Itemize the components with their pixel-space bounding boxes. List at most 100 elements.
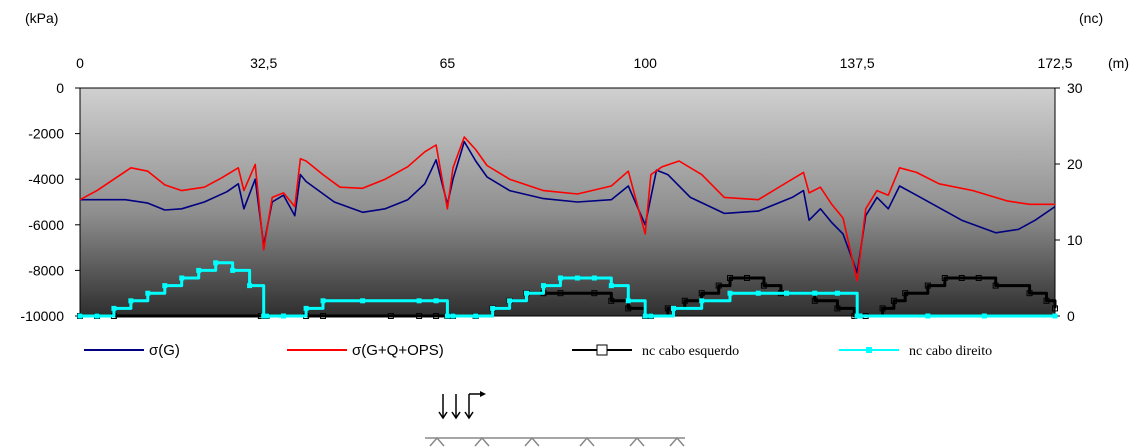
series-point [727,290,733,296]
legend: σ(G) σ(G+Q+OPS) nc cabo esquerdo nc cabo di… [84,342,992,359]
load-diagram-icon [425,391,685,447]
series-point [784,290,790,296]
series-point [902,290,909,297]
series-point [834,290,840,296]
legend-label: σ(G) [149,342,180,359]
series-point [1052,313,1058,319]
y-tick-label: -8000 [28,262,64,278]
series-line [80,261,1055,318]
y2-tick-label: 20 [1067,156,1083,172]
top-axis-unit: (m) [1108,55,1129,71]
series-point [834,305,841,312]
series-point [608,283,614,289]
y-tick-label: -4000 [28,171,64,187]
series-point [699,298,705,304]
series-point [303,305,309,311]
right-axis-unit: (nc) [1079,10,1103,26]
series-point [507,298,513,304]
series-point [416,313,423,319]
series-point [1052,305,1058,312]
series-point [280,313,286,319]
series-point [433,313,440,319]
series-point [360,298,366,304]
series-point [450,313,456,319]
series-point [591,275,597,281]
left-axis-unit: (kPa) [25,10,58,26]
series-point [992,282,999,289]
series-point [416,298,422,304]
series-point [811,297,818,304]
series-point [524,290,530,296]
x-tick-label: 65 [440,55,456,71]
series-point [681,297,688,304]
series-point [557,290,564,297]
y-tick-label: 0 [56,80,64,96]
series-point [261,313,267,319]
series-point [473,313,479,319]
series-point [230,267,236,273]
series-point [591,290,598,297]
series-point [625,305,632,312]
plot-area [79,87,1056,317]
series-point [879,305,886,312]
series-point [196,267,202,273]
series-point [264,313,270,319]
series-point [727,275,733,281]
series-point [925,313,931,319]
series-point [179,275,185,281]
series-point [247,283,253,289]
series-point [1026,290,1033,297]
series-point [320,313,327,319]
series-point [958,275,965,281]
series-point [857,313,863,319]
y2-axis-ticks: 30 20 10 0 [1055,80,1083,324]
series-point [490,305,496,311]
series-point [670,305,676,311]
series-point [213,260,219,266]
series-point [557,275,563,281]
series-point [715,282,722,289]
series-point [128,298,134,304]
series-point [664,305,671,312]
series-point [574,275,580,281]
series-point [755,290,761,296]
series-point [387,313,394,319]
series-point [625,298,631,304]
x-tick-label: 137,5 [840,55,875,71]
series-point [94,313,100,319]
y-axis-ticks: 0 -2000 -4000 -6000 -8000 -10000 [20,80,80,324]
series-point [540,283,546,289]
series-point [743,275,750,281]
series-point [320,298,326,304]
legend-label: nc cabo esquerdo [642,344,739,359]
series-point [981,313,987,319]
series-point [924,282,931,289]
series-point [111,305,117,311]
series-point [1043,297,1050,304]
x-tick-label: 100 [634,55,658,71]
legend-marker [866,347,872,353]
series-point [608,297,615,304]
series-point [854,313,860,319]
series-point [77,313,83,319]
series-point [145,290,151,296]
x-tick-label: 32,5 [250,55,277,71]
legend-label: σ(G+Q+OPS) [352,342,444,359]
series-point [890,297,897,304]
y-tick-label: -10000 [20,308,64,324]
series-point [162,283,168,289]
series-point [941,275,948,281]
y2-tick-label: 10 [1067,232,1083,248]
x-tick-label: 0 [76,55,84,71]
series-point [698,290,705,297]
y2-tick-label: 30 [1067,80,1083,96]
series-point [444,313,450,319]
x-tick-label: 172,5 [1037,55,1072,71]
series-point [648,313,654,319]
series-point [812,290,818,296]
series-point [975,275,982,281]
series-point [642,313,648,319]
series-line [80,140,1056,274]
y-tick-label: -6000 [28,217,64,233]
